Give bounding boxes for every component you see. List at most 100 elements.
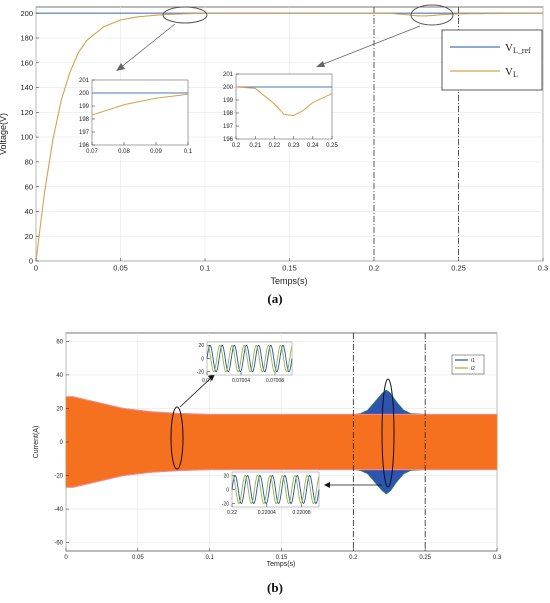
callout-ellipse-a1 bbox=[162, 6, 208, 24]
chart-a-xlabel: Temps(s) bbox=[270, 276, 307, 286]
chart-a-inset-1-xtick-label: 0.09 bbox=[150, 149, 162, 155]
chart-b-ytick-label: -60 bbox=[54, 541, 63, 547]
chart-a-ytick-label: 120 bbox=[20, 108, 33, 117]
chart-a-inset-1-ytick-label: 198 bbox=[79, 117, 90, 123]
chart-b-xlabel: Temps(s) bbox=[267, 561, 296, 568]
chart-a-inset-2-xtick-label: 0.21 bbox=[249, 143, 261, 149]
chart-b-inset-2-xtick-label: 0.22 bbox=[227, 510, 237, 516]
chart-b-inset-2-ytick-label: -20 bbox=[222, 501, 229, 507]
chart-b-ylabel: Current(A) bbox=[33, 426, 40, 459]
chart-a-ytick-label: 40 bbox=[25, 207, 33, 216]
chart-a-inset-2: 0.2 0.21 0.22 0.23 0.24 0.25 196 197 198 199 200 20… bbox=[223, 72, 339, 149]
chart-b-ytick-label: 60 bbox=[56, 339, 63, 345]
chart-a-xtick-label: 0.3 bbox=[538, 264, 548, 273]
chart-a-legend: VL_ref VL bbox=[441, 29, 543, 91]
chart-a-ytick-label: 20 bbox=[25, 232, 33, 241]
chart-a-inset-1-frame bbox=[91, 79, 189, 146]
chart-a-inset-2-ytick-label: 198 bbox=[223, 111, 234, 117]
chart-a-ytick-label: 80 bbox=[25, 158, 33, 167]
chart-b-inset-2-xtick-label: 0.22004 bbox=[258, 510, 276, 516]
chart-b-xtick-label: 0.25 bbox=[419, 555, 431, 561]
chart-a-inset-2-xtick-label: 0.2 bbox=[232, 143, 241, 149]
chart-b-inset-2-series-2 bbox=[231, 474, 320, 505]
chart-a-xtick-label: 0.2 bbox=[369, 264, 379, 273]
chart-b-ytick-label: 40 bbox=[56, 373, 63, 379]
callout-ellipse-b2 bbox=[381, 378, 395, 488]
chart-a-inset-1-ytick-label: 196 bbox=[79, 143, 90, 149]
chart-b-legend: i1 i2 bbox=[451, 354, 485, 375]
legend-label-vlref: VL_ref bbox=[505, 42, 531, 55]
chart-b-inset-2-xtick-label: 0.22008 bbox=[293, 510, 311, 516]
chart-a-xtick-label: 0 bbox=[34, 264, 38, 273]
chart-a-legend-box bbox=[441, 29, 543, 91]
chart-a-inset-1-ytick-label: 200 bbox=[79, 91, 90, 97]
chart-a-ytick-label: 140 bbox=[20, 83, 33, 92]
chart-a-inset-1-ytick-label: 201 bbox=[79, 78, 90, 84]
callout-arrow-a2 bbox=[320, 25, 421, 66]
chart-a-inset-2-ytick-label: 196 bbox=[223, 137, 234, 143]
chart-a-inset-1-ytick-label: 197 bbox=[79, 130, 90, 136]
chart-b: 0 0.05 0.1 0.15 0.2 0.25 0.3 -60 -40 -20 0 20 40 60 C… bbox=[33, 332, 502, 568]
chart-a-inset-2-xtick-label: 0.24 bbox=[307, 143, 319, 149]
chart-b-inset-2: 0.22 0.22004 0.22008 -20 0 20 bbox=[222, 471, 320, 516]
chart-a-ytick-label: 200 bbox=[20, 9, 33, 18]
chart-a-xtick-label: 0.25 bbox=[451, 264, 466, 273]
chart-b-inset-1-xtick-label: 0.07008 bbox=[266, 378, 284, 384]
chart-b-legend-box bbox=[451, 354, 485, 375]
chart-b-inset-1-xtick-label: 0.07 bbox=[202, 378, 212, 384]
chart-b-inset-2-ytick-label: 20 bbox=[223, 473, 229, 479]
chart-a-ylabel: Voltage(V) bbox=[0, 113, 8, 155]
chart-b-xtick-label: 0 bbox=[64, 555, 68, 561]
chart-a-xtick-label: 0.15 bbox=[282, 264, 297, 273]
chart-b-xtick-label: 0.2 bbox=[349, 555, 358, 561]
chart-a-inset-2-ytick-label: 200 bbox=[223, 85, 234, 91]
chart-a-inset-1-xtick-label: 0.08 bbox=[118, 149, 130, 155]
chart-b-ytick-label: -40 bbox=[54, 507, 63, 513]
legend-label-i2: i2 bbox=[471, 366, 475, 372]
chart-b-xtick-label: 0.3 bbox=[493, 555, 502, 561]
chart-b-ytick-label: 20 bbox=[56, 407, 63, 413]
panel-label-b: (b) bbox=[267, 580, 283, 595]
legend-label-vl: VL bbox=[505, 66, 518, 79]
callout-arrow-b1-head bbox=[208, 374, 215, 381]
chart-b-inset-1-series-2 bbox=[206, 344, 293, 373]
chart-a-ytick-label: 180 bbox=[20, 34, 33, 43]
chart-a-inset-1-ytick-label: 199 bbox=[79, 104, 90, 110]
series-vl-line bbox=[35, 12, 544, 262]
callout-arrow-a1-head bbox=[116, 63, 125, 71]
chart-b-inset-2-ytick-label: 0 bbox=[226, 487, 229, 493]
chart-b-inset-1-xtick-label: 0.07004 bbox=[232, 378, 250, 384]
callout-arrow-b2-head bbox=[324, 482, 330, 488]
chart-a-inset-1-xtick-label: 0.07 bbox=[86, 149, 98, 155]
chart-b-xtick-label: 0.1 bbox=[205, 555, 214, 561]
chart-a-inset-2-vl-line bbox=[235, 86, 333, 117]
callout-ellipse-b1 bbox=[170, 406, 184, 470]
chart-b-xtick-label: 0.05 bbox=[132, 555, 144, 561]
chart-a-ytick-label: 100 bbox=[20, 133, 33, 142]
chart-a-inset-1-xtick-label: 0.1 bbox=[184, 149, 193, 155]
chart-a-inset-1-vl-line bbox=[91, 93, 189, 116]
chart-a-ytick-label: 0 bbox=[29, 257, 33, 266]
callout-arrow-b1 bbox=[179, 376, 213, 408]
chart-b-xtick-label: 0.15 bbox=[276, 555, 288, 561]
chart-b-inset-1-ytick-label: -20 bbox=[197, 369, 204, 375]
chart-a-xtick-label: 0.1 bbox=[200, 264, 210, 273]
chart-a-inset-2-ytick-label: 201 bbox=[223, 72, 234, 78]
chart-a-inset-2-ytick-label: 197 bbox=[223, 124, 234, 130]
chart-a-inset-1: 0.07 0.08 0.09 0.1 196 197 198 199 200 201 bbox=[79, 78, 193, 155]
callout-arrow-a1 bbox=[119, 23, 176, 69]
chart-b-inset-1: 0.07 0.07004 0.07008 -20 0 20 bbox=[197, 341, 293, 384]
chart-a-inset-2-xtick-label: 0.25 bbox=[326, 143, 338, 149]
chart-b-inset-1-ytick-label: 0 bbox=[201, 356, 204, 362]
chart-b-inset-1-ytick-label: 20 bbox=[198, 343, 204, 349]
chart-a-ytick-label: 60 bbox=[25, 182, 33, 191]
chart-a-inset-2-xtick-label: 0.23 bbox=[288, 143, 300, 149]
chart-a: 0 0.05 0.1 0.15 0.2 0.25 0.3 0 20 40 60 80 100 120 140… bbox=[0, 4, 548, 286]
legend-label-i1: i1 bbox=[471, 358, 475, 364]
callout-arrow-a2-head bbox=[316, 61, 325, 67]
panel-label-a: (a) bbox=[267, 291, 282, 306]
chart-a-inset-2-xtick-label: 0.22 bbox=[269, 143, 281, 149]
callout-ellipse-a2 bbox=[410, 4, 454, 26]
chart-b-ytick-label: 0 bbox=[60, 440, 64, 446]
